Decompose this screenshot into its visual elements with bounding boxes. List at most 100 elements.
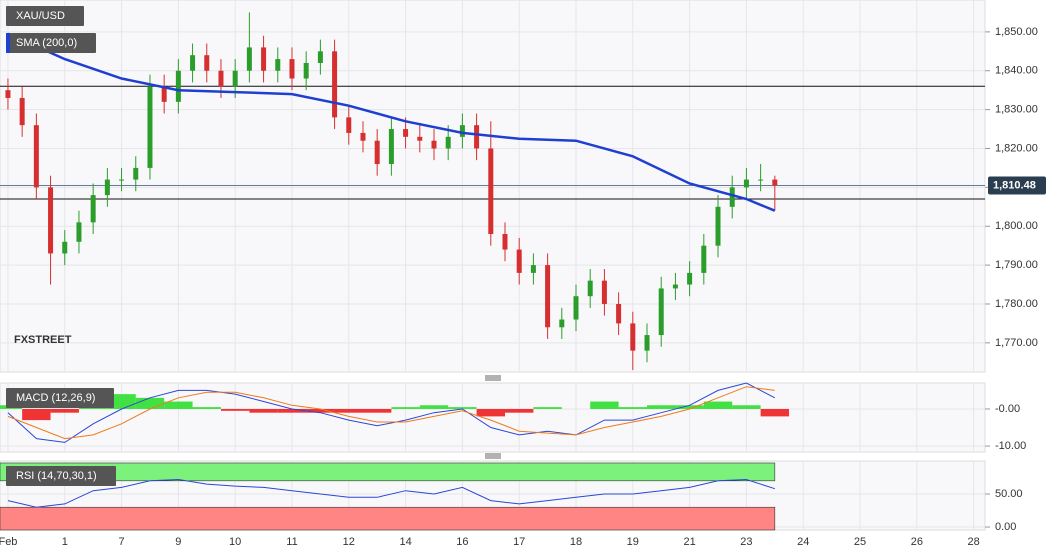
candle-body [317,51,323,63]
candle-body [48,187,54,254]
histogram-bar [22,408,51,421]
histogram-bar [391,407,420,409]
legend-box [6,33,96,53]
legend-label: XAU/USD [16,10,65,22]
resize-handle[interactable] [485,375,501,381]
candle-body [275,59,281,71]
x-tick-label: 1 [62,536,68,548]
candle-body [715,206,721,246]
candle-body [175,70,181,102]
histogram-bar [107,394,136,409]
candle-body [701,245,707,273]
candle-body [743,179,749,188]
candle-body [246,47,252,71]
histogram-bar [220,408,250,411]
y-tick-label: 50.00 [995,488,1023,500]
candle-body [104,179,110,196]
candle-body [687,272,693,285]
macd-line [7,382,776,443]
histogram-bar [675,405,704,409]
histogram-bar [590,401,619,409]
candle-body [587,280,593,297]
x-tick-label: 23 [740,536,752,548]
candle-body [559,319,565,328]
y-tick-label: 1,770.00 [995,337,1038,349]
candle-body [62,241,68,254]
candle-body [19,97,25,126]
x-tick-label: 14 [399,536,411,548]
overbought-band [0,462,776,482]
x-tick-label: 10 [229,536,241,548]
candle-body [374,140,380,165]
macd-line [7,386,775,440]
legend-label: RSI (14,70,30,1) [16,470,97,482]
candle-body [488,148,494,235]
candle-body [119,179,125,181]
candle-body [772,179,778,186]
histogram-bar [249,408,278,413]
candle-body [474,125,480,149]
x-tick-label: 12 [343,536,355,548]
histogram-bar [476,408,505,417]
y-tick-label: 1,780.00 [995,298,1038,310]
candle-body [616,303,622,324]
histogram-bar [164,401,193,409]
candle-body [161,86,167,102]
last-price-box [988,176,1046,195]
candle-body [530,265,536,273]
x-tick-label: 17 [513,536,525,548]
y-tick-label: 0.00 [995,521,1016,533]
legend-label: MACD (12,26,9) [16,392,95,404]
legend-box [6,6,84,26]
histogram-bar [135,397,165,409]
candle-body [502,234,508,250]
x-tick-label: 21 [683,536,695,548]
candle-body [90,195,96,223]
legend-box [6,466,116,486]
candle-body [190,55,196,71]
candle-body [431,140,437,149]
candle-body [672,284,678,289]
candle-body [289,59,295,79]
candle-body [147,86,153,168]
candle-body [758,179,764,181]
candle-body [388,129,394,165]
candle-body [218,70,224,87]
candle-body [417,136,423,141]
candle-body [360,132,366,141]
legend-label: SMA (200,0) [16,37,77,49]
candle-body [459,125,465,137]
watermark: FXSTREET [14,334,72,346]
x-tick-label: 25 [854,536,866,548]
rsi-line [7,478,775,508]
y-tick-label: 1,850.00 [995,26,1038,38]
y-tick-label: 1,800.00 [995,220,1038,232]
candle-body [729,187,735,207]
x-tick-label: 19 [627,536,639,548]
oversold-band [0,506,776,531]
histogram-bar [533,407,562,409]
y-tick-label: 1,820.00 [995,142,1038,154]
sma-line [7,32,776,212]
candle-body [601,280,607,304]
candle-body [232,70,238,87]
resize-handle[interactable] [485,453,501,459]
histogram-bar [760,408,790,417]
x-tick-label: 28 [968,536,980,548]
candle-body [33,125,39,188]
legend-box [6,388,114,408]
x-tick-label: 16 [456,536,468,548]
candle-body [573,296,579,320]
histogram-bar [306,408,335,413]
histogram-bar [618,407,648,409]
candle-body [545,265,551,328]
histogram-bar [192,407,221,409]
histogram-bar [732,405,761,409]
candle-body [630,323,636,351]
last-price-label: 1,810.48 [993,179,1036,191]
candle-body [516,249,522,273]
histogram-bar [419,405,449,409]
x-tick-label: Feb [0,536,17,548]
histogram-bar [50,408,79,413]
